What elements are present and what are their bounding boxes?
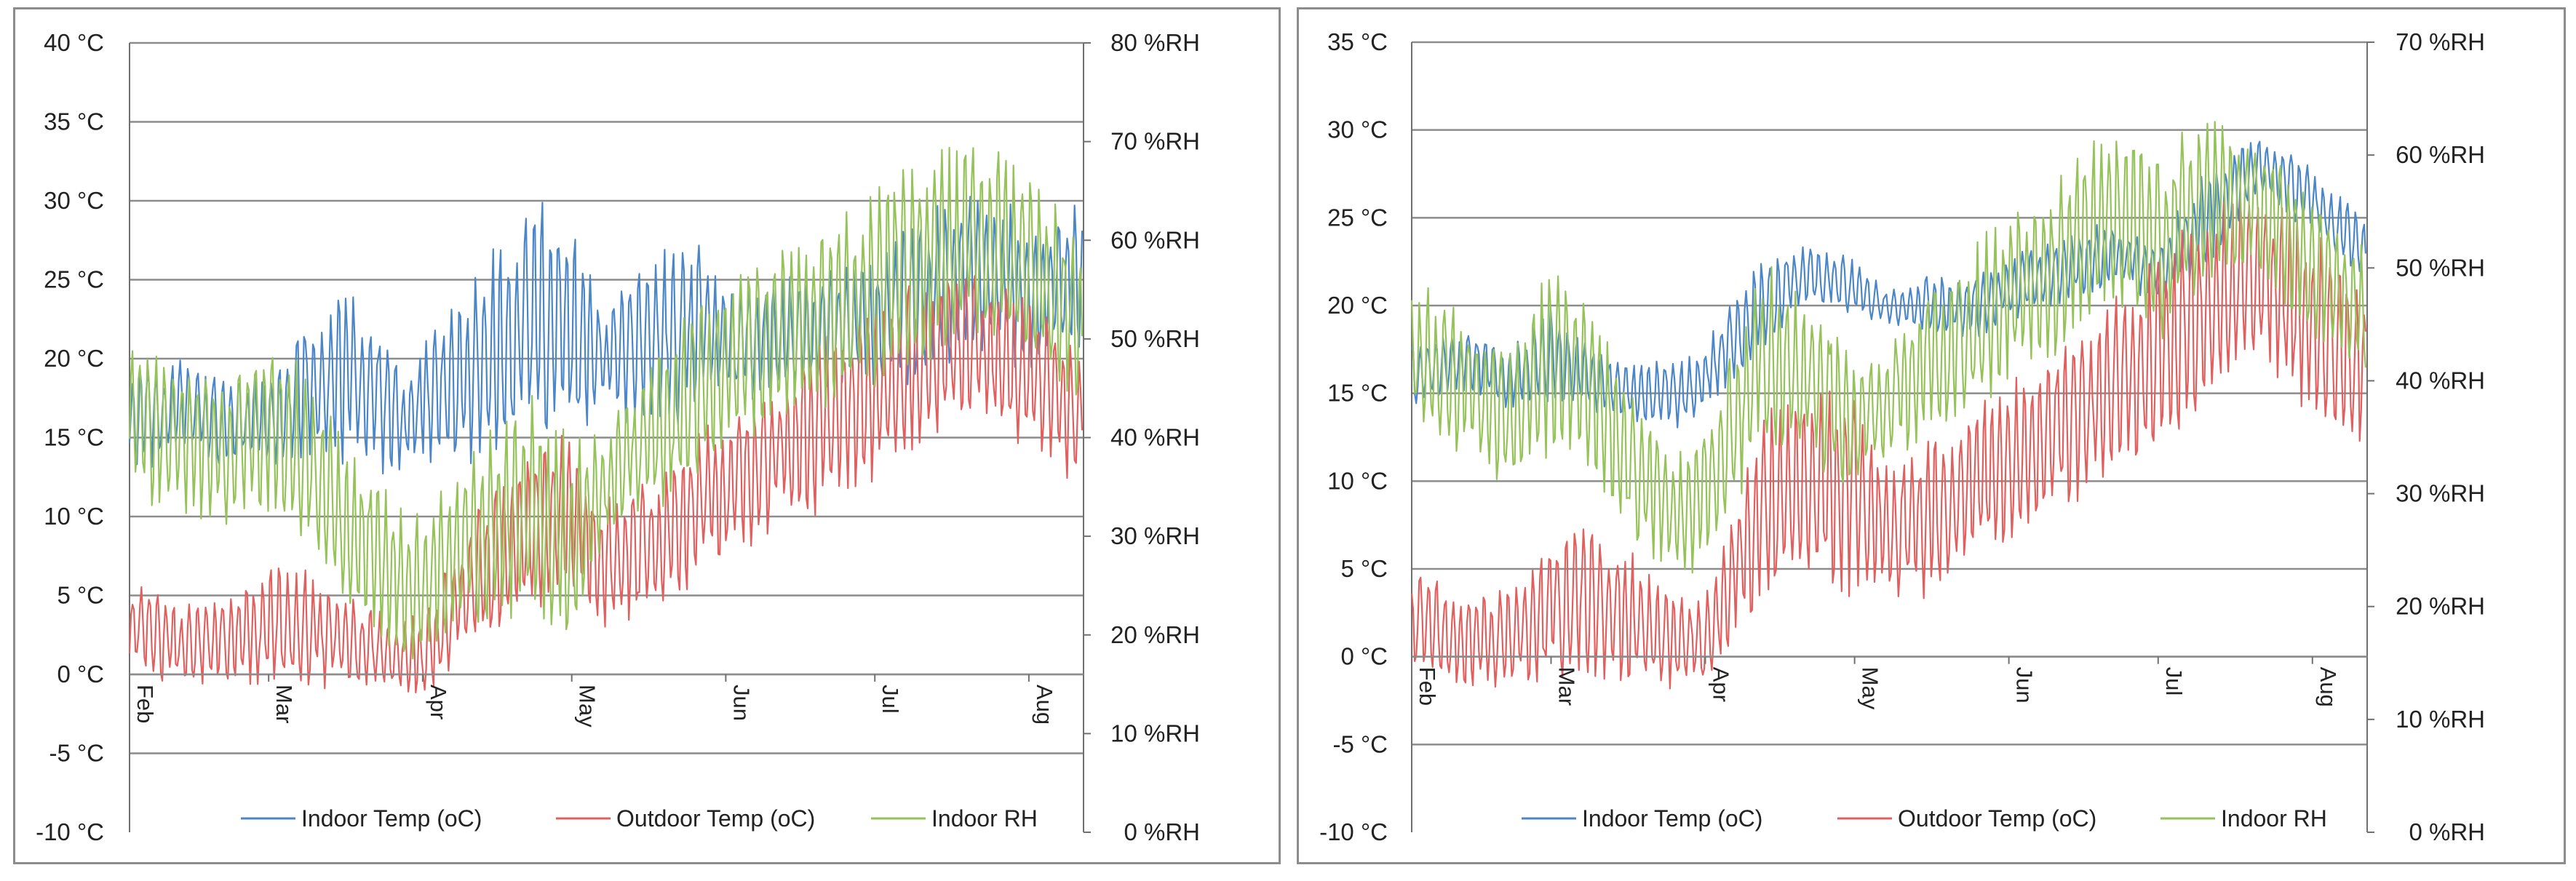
y-right-tick-label: 30 %RH xyxy=(1110,522,1200,549)
y-left-tick-label: 10 °C xyxy=(44,503,104,530)
y-right-tick-label: 80 %RH xyxy=(1110,29,1200,56)
legend-label: Indoor Temp (oC) xyxy=(301,805,482,832)
y-right-tick-label: 20 %RH xyxy=(2396,593,2485,620)
series-group xyxy=(1410,121,2366,690)
y-left-tick-label: 0 °C xyxy=(57,661,104,687)
y-left-tick-label: 20 °C xyxy=(44,345,104,372)
y-right-tick-label: 0 %RH xyxy=(2409,818,2485,845)
x-tick-label: Apr xyxy=(426,685,451,719)
y-right-tick-label: 0 %RH xyxy=(1124,818,1200,845)
y-left-tick-label: -5 °C xyxy=(49,740,104,767)
series-line-indoor-rh xyxy=(1410,121,2366,574)
y-left-tick-label: 15 °C xyxy=(1327,380,1388,407)
x-tick-label: Mar xyxy=(1554,667,1579,706)
y-left-tick-label: 10 °C xyxy=(1327,467,1388,494)
y-right-tick-label: 50 %RH xyxy=(2396,254,2485,281)
y-right-tick-label: 40 %RH xyxy=(2396,367,2485,394)
y-left-tick-label: 0 °C xyxy=(1340,643,1388,670)
x-tick-label: Aug xyxy=(2315,667,2341,707)
y-left-tick-label: 30 °C xyxy=(44,187,104,214)
y-left-tick-label: 35 °C xyxy=(1327,28,1388,55)
legend: Indoor Temp (oC) Outdoor Temp (oC) Indoor … xyxy=(241,805,1038,832)
y-right-tick-label: 60 %RH xyxy=(1110,226,1200,253)
y-left-tick-label: -10 °C xyxy=(36,818,104,845)
x-tick-label: Apr xyxy=(1708,667,1733,702)
legend-label: Outdoor Temp (oC) xyxy=(1898,805,2096,832)
y-left-tick-label: 35 °C xyxy=(44,108,104,135)
y-left-tick-label: 40 °C xyxy=(44,29,104,56)
x-tick-label: Jun xyxy=(728,685,754,721)
x-tick-label: Aug xyxy=(1032,685,1057,725)
y-left-tick-label: 30 °C xyxy=(1327,116,1388,143)
chart-right-svg: Feb Mar Apr May Jun Jul Aug -10 °C -5 °C 0 °C 5 °C… xyxy=(1319,28,2485,845)
y-right-tick-label: 10 %RH xyxy=(2396,706,2485,733)
y-right-tick-label: 40 %RH xyxy=(1110,424,1200,451)
chart-panel-right: Feb Mar Apr May Jun Jul Aug -10 °C -5 °C 0 °C 5 °C… xyxy=(1297,7,2566,864)
x-tick-label: Feb xyxy=(1415,667,1440,706)
series-line-outdoor-temp xyxy=(128,275,1084,694)
y-left-tick-label: 15 °C xyxy=(44,424,104,451)
legend-label: Indoor Temp (oC) xyxy=(1582,805,1762,832)
series-line-outdoor-temp xyxy=(1410,197,2366,690)
x-tick-label: Feb xyxy=(132,685,158,723)
y-right-tick-label: 50 %RH xyxy=(1110,325,1200,352)
legend-label: Indoor RH xyxy=(931,805,1038,832)
y-right-tick-label: 70 %RH xyxy=(2396,28,2485,55)
legend: Indoor Temp (oC) Outdoor Temp (oC) Indoor … xyxy=(1522,805,2327,832)
y-left-tick-label: 25 °C xyxy=(44,266,104,293)
series-group xyxy=(128,146,1084,694)
legend-label: Outdoor Temp (oC) xyxy=(616,805,815,832)
y-left-tick-label: -5 °C xyxy=(1332,730,1388,757)
chart-panel-left: Feb Mar Apr May Jun Jul Aug -10 °C -5 °C 0 °C 5 °C… xyxy=(13,7,1281,864)
y-right-tick-label: 30 %RH xyxy=(2396,480,2485,507)
series-line-indoor-rh xyxy=(128,146,1084,660)
y-left-tick-label: 5 °C xyxy=(1340,555,1388,582)
y-right-tick-label: 70 %RH xyxy=(1110,128,1200,155)
chart-left-svg: Feb Mar Apr May Jun Jul Aug -10 °C -5 °C 0 °C 5 °C… xyxy=(36,29,1200,845)
x-tick-label: Jul xyxy=(878,685,903,714)
y-right-tick-label: 10 %RH xyxy=(1110,719,1200,746)
x-tick-label: May xyxy=(1858,667,1883,710)
x-tick-label: Jun xyxy=(2012,667,2038,703)
y-right-tick-label: 60 %RH xyxy=(2396,141,2485,168)
y-left-tick-label: 5 °C xyxy=(57,582,104,609)
y-left-tick-label: -10 °C xyxy=(1319,818,1388,845)
x-tick-label: Jul xyxy=(2161,667,2187,696)
x-tick-label: Mar xyxy=(271,685,297,723)
y-right-tick-label: 20 %RH xyxy=(1110,621,1200,648)
x-tick-label: May xyxy=(575,685,600,727)
y-left-tick-label: 20 °C xyxy=(1327,292,1388,319)
legend-label: Indoor RH xyxy=(2221,805,2327,832)
y-left-tick-label: 25 °C xyxy=(1327,204,1388,231)
